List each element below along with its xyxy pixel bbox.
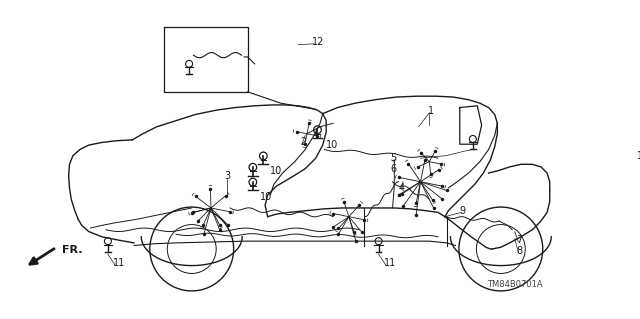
Text: 10: 10 xyxy=(260,192,272,203)
Text: 11: 11 xyxy=(384,258,396,268)
Text: 10: 10 xyxy=(326,140,339,150)
Text: 10: 10 xyxy=(270,166,283,176)
Text: 8: 8 xyxy=(516,246,523,256)
Text: 2: 2 xyxy=(300,137,307,147)
Text: FR.: FR. xyxy=(61,245,82,255)
Text: 6: 6 xyxy=(390,164,396,174)
Text: 7: 7 xyxy=(516,235,523,245)
Text: 12: 12 xyxy=(312,37,324,47)
Text: 9: 9 xyxy=(460,205,466,216)
Text: 10: 10 xyxy=(637,152,640,161)
Text: 11: 11 xyxy=(113,258,125,268)
Text: 4: 4 xyxy=(399,183,404,193)
Text: 3: 3 xyxy=(224,171,230,181)
Text: TM84B0701A: TM84B0701A xyxy=(487,280,543,289)
Text: 5: 5 xyxy=(390,153,396,163)
Text: 1: 1 xyxy=(428,106,434,116)
